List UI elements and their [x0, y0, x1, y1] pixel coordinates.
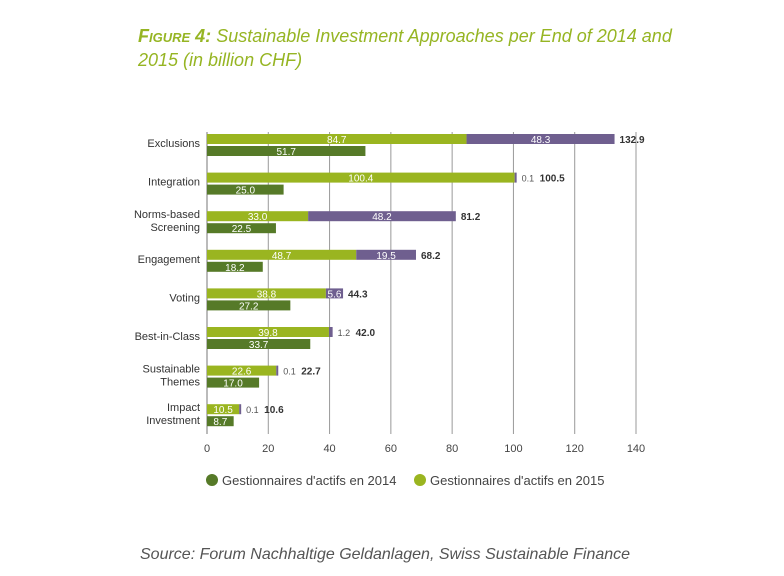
bar-2015	[207, 288, 326, 299]
bar-2015	[207, 134, 467, 144]
bar-2015-label: 39.8	[258, 328, 278, 339]
source-note: Source: Forum Nachhaltige Geldanlagen, S…	[140, 546, 631, 563]
bar-increase-label: 0.1	[246, 405, 259, 415]
bar-2014-label: 8.7	[213, 417, 227, 428]
x-tick-label: 60	[385, 443, 397, 455]
x-tick-label: 100	[504, 443, 522, 455]
bar-2014-label: 25.0	[236, 186, 256, 197]
x-tick-label: 40	[323, 443, 335, 455]
category-label: Exclusions	[147, 138, 200, 150]
bar-increase	[276, 365, 279, 376]
bar-2014	[207, 416, 234, 427]
bar-2015-label: 10.5	[213, 405, 233, 416]
category-label: Screening	[150, 222, 200, 234]
bar-2015-label: 48.7	[272, 251, 292, 262]
bar-2014-label: 51.7	[276, 147, 296, 158]
chart-title: Figure 4: Sustainable Investment Approac…	[138, 24, 698, 72]
bar-2014	[207, 377, 260, 388]
bar-2015	[207, 327, 329, 337]
total-label: 22.7	[301, 367, 321, 378]
legend-marker	[206, 474, 218, 486]
bar-2014-label: 18.2	[225, 263, 245, 274]
total-label: 42.0	[356, 328, 376, 339]
total-label: 10.6	[264, 405, 284, 416]
legend-marker	[414, 474, 426, 486]
category-label: Impact	[167, 402, 200, 414]
bar-2015-label: 100.4	[348, 174, 373, 185]
total-label: 68.2	[421, 251, 441, 262]
bar-increase	[356, 249, 416, 260]
bar-2015	[207, 249, 357, 260]
bar-increase	[325, 288, 344, 299]
legend-label: Gestionnaires d'actifs en 2015	[430, 473, 604, 488]
bar-2014-label: 27.2	[239, 301, 259, 312]
x-tick-label: 140	[627, 443, 645, 455]
bar-increase	[308, 211, 456, 222]
legend-label: Gestionnaires d'actifs en 2014	[222, 473, 396, 488]
category-label: Themes	[160, 377, 200, 389]
bar-2014	[207, 146, 366, 156]
bar-increase	[239, 404, 242, 415]
bar-2014-label: 22.5	[232, 224, 252, 235]
bar-2015	[207, 211, 309, 222]
x-tick-label: 0	[204, 443, 210, 455]
total-label: 44.3	[348, 289, 368, 300]
category-label: Investment	[146, 415, 200, 427]
category-label: Engagement	[138, 254, 200, 266]
bar-increase-label: 5.6	[328, 289, 342, 300]
bar-2015	[207, 365, 277, 376]
total-label: 81.2	[461, 212, 481, 223]
bar-2015	[207, 172, 515, 183]
bar-2015-label: 38.8	[257, 289, 277, 300]
bar-2014-label: 33.7	[249, 340, 269, 351]
category-label: Integration	[148, 177, 200, 189]
bar-increase	[514, 172, 517, 183]
total-label: 100.5	[540, 174, 565, 185]
bar-increase-label: 48.3	[531, 135, 551, 146]
bar-increase-label: 19.5	[376, 251, 396, 262]
bar-2014	[207, 300, 291, 311]
category-label: Norms-based	[134, 209, 200, 221]
bar-increase-label: 0.1	[283, 367, 296, 377]
bar-2014	[207, 184, 284, 195]
x-tick-label: 80	[446, 443, 458, 455]
bar-increase-label: 48.2	[372, 212, 392, 223]
bar-2014-label: 17.0	[223, 379, 243, 390]
bar-2014	[207, 223, 276, 234]
title-text: Sustainable Investment Approaches per En…	[138, 26, 672, 70]
bar-2015-label: 84.7	[327, 135, 347, 146]
bar-2014	[207, 261, 263, 272]
bar-2015-label: 33.0	[248, 212, 268, 223]
bar-2015-label: 22.6	[232, 367, 252, 378]
bar-increase-label: 1.2	[338, 328, 351, 338]
bar-2015	[207, 404, 240, 415]
figure-label: Figure 4:	[138, 26, 212, 46]
category-label: Voting	[169, 292, 200, 304]
bar-increase-label: 0.1	[522, 174, 535, 184]
bar-increase	[328, 327, 333, 337]
x-tick-label: 20	[262, 443, 274, 455]
category-label: Sustainable	[143, 364, 201, 376]
total-label: 132.9	[620, 135, 645, 146]
bar-increase	[466, 134, 615, 144]
category-label: Best-in-Class	[135, 331, 201, 343]
bar-2014	[207, 339, 311, 349]
x-tick-label: 120	[566, 443, 584, 455]
